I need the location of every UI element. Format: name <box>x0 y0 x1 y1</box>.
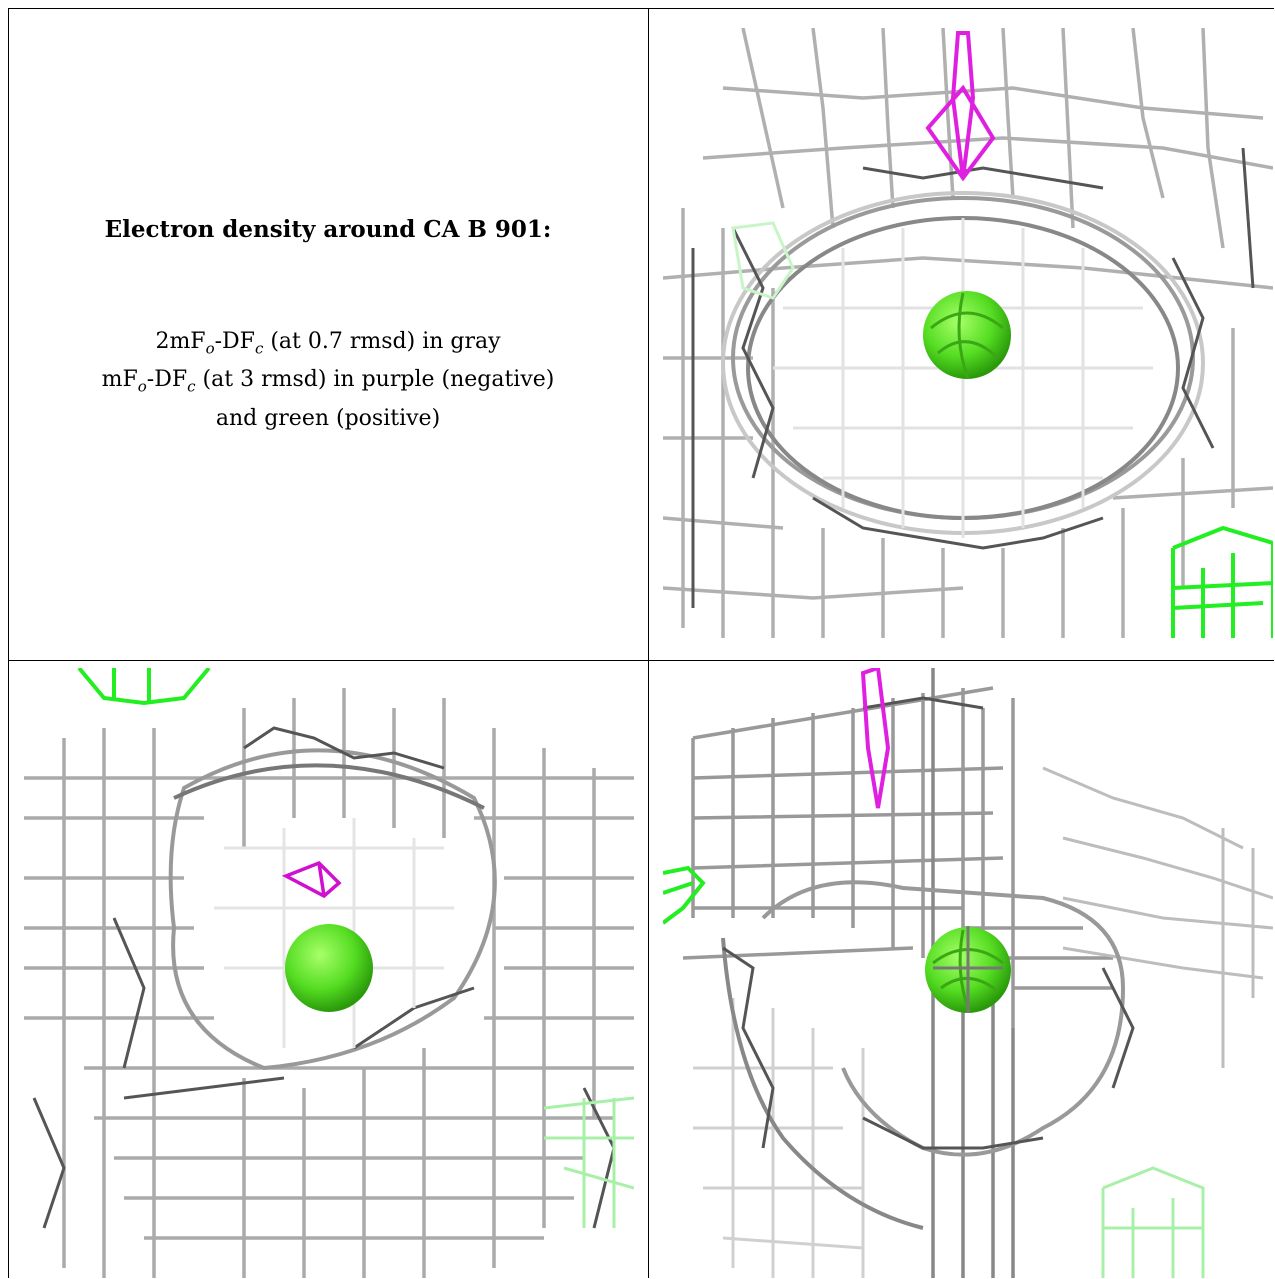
negative-density-top <box>860 668 891 809</box>
border-left <box>8 8 9 1278</box>
cage-ring <box>168 748 497 1071</box>
caption-line-gray: 2mFo-DFc (at 0.7 rmsd) in gray <box>155 329 501 358</box>
calcium-atom-bottom-right <box>925 926 1011 1013</box>
border-middle-vertical <box>648 8 649 1278</box>
positive-density-corner <box>1171 525 1273 638</box>
dark-mesh-lines <box>722 696 1135 1150</box>
view-top-right <box>663 28 1273 638</box>
mesh-bottom-right <box>663 668 1273 1278</box>
mesh-bottom-left <box>24 668 634 1278</box>
caption-body: 2mFo-DFc (at 0.7 rmsd) in gray mFo-DFc (… <box>8 326 648 435</box>
positive-faint-corner <box>543 1096 634 1228</box>
caption-line-positive: and green (positive) <box>215 405 441 431</box>
caption-title: Electron density around CA B 901: <box>104 216 552 243</box>
border-top <box>8 8 1274 9</box>
positive-density-left <box>663 865 706 925</box>
dark-mesh-lines <box>691 147 1255 608</box>
negative-density-center <box>281 860 342 899</box>
calcium-atom-top-right <box>923 291 1011 379</box>
gray-mesh-grid <box>663 28 1273 638</box>
caption-cell: Electron density around CA B 901: 2mFo-D… <box>8 8 648 658</box>
positive-density-top <box>77 668 211 706</box>
view-bottom-left <box>24 668 634 1278</box>
caption-line-difference: mFo-DFc (at 3 rmsd) in purple (negative) <box>101 367 555 396</box>
border-middle-horizontal <box>8 660 1274 661</box>
positive-faint <box>731 221 795 300</box>
calcium-atom-bottom-left <box>285 924 373 1012</box>
mesh-top-right <box>663 28 1273 638</box>
view-bottom-right <box>663 668 1273 1278</box>
negative-density-top <box>925 31 996 182</box>
positive-faint-corner <box>1101 1166 1205 1278</box>
